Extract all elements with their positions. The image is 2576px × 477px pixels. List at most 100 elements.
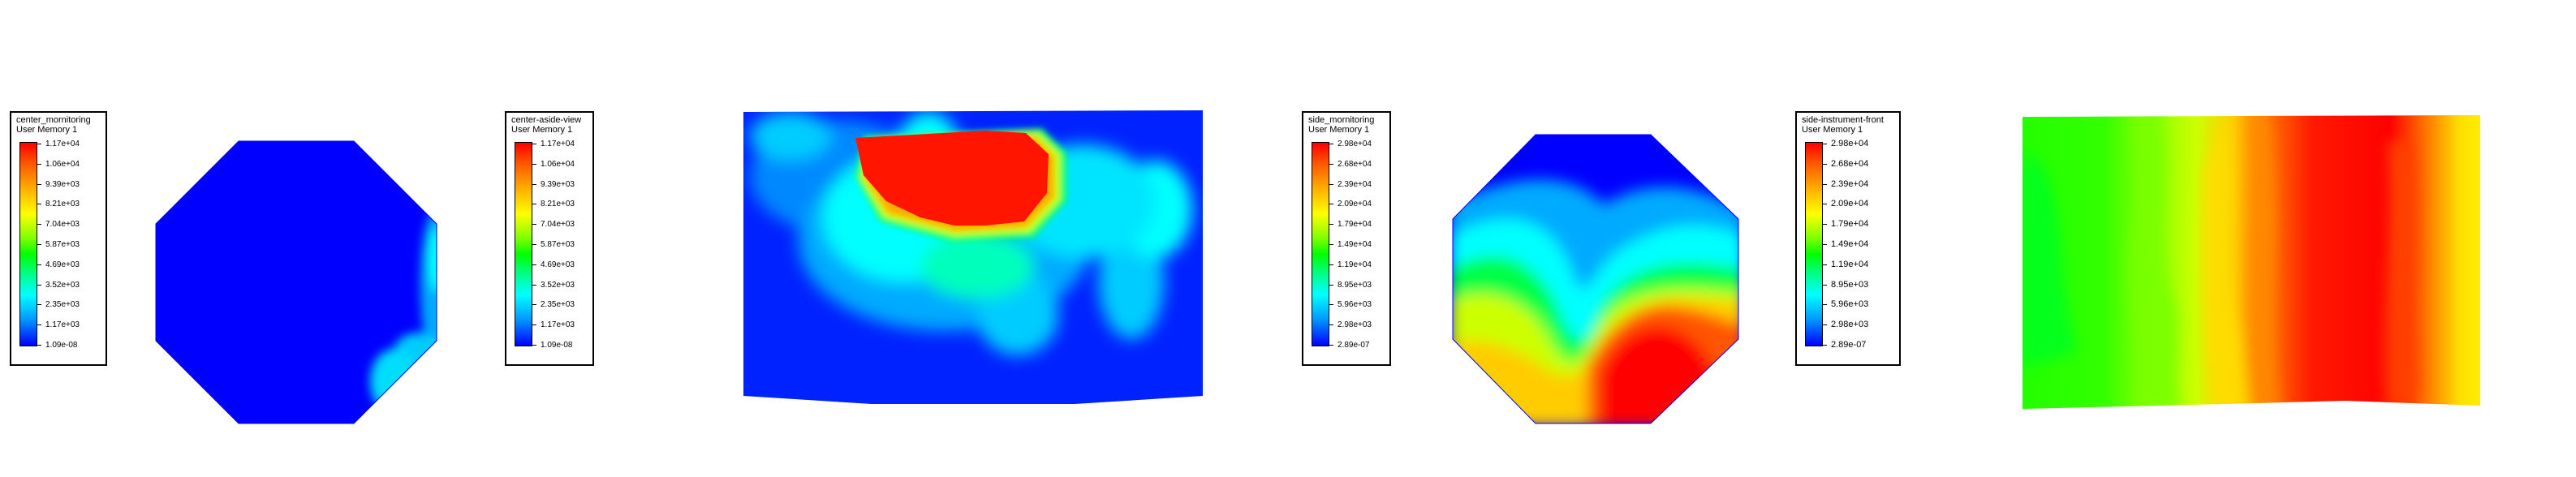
legend-label: 2.68e+04 <box>1831 158 1869 169</box>
colorbar-tick <box>532 304 536 306</box>
legend-label: 2.39e+04 <box>1338 179 1372 189</box>
legend-label: 1.79e+04 <box>1338 220 1372 230</box>
colorbar-tick <box>37 304 41 306</box>
colorbar-tick <box>532 224 536 226</box>
colorbar-tick <box>1329 163 1333 165</box>
colorbar-tick <box>1329 284 1333 286</box>
colorbar-tick <box>37 345 41 346</box>
colorbar-legend-side-mornitoring: side_mornitoring User Memory 1 2.98e+04 … <box>1302 111 1391 366</box>
colorbar-tick <box>532 183 536 185</box>
colorbar-legend-center-aside-view: center-aside-view User Memory 1 1.17e+04… <box>505 111 594 366</box>
legend-label: 1.09e-08 <box>541 341 573 350</box>
legend-label: 5.87e+03 <box>541 240 575 249</box>
legend-label: 1.06e+04 <box>541 159 575 169</box>
legend-label: 2.98e+03 <box>1338 320 1372 330</box>
colorbar-tick <box>37 183 41 185</box>
colorbar-tick <box>532 264 536 265</box>
legend-label: 8.21e+03 <box>45 200 80 209</box>
legend-label: 9.39e+03 <box>45 179 80 189</box>
colorbar-tick <box>532 345 536 346</box>
colorbar-tick <box>1823 163 1827 165</box>
legend-label: 4.69e+03 <box>45 260 80 269</box>
legend-label: 1.17e+03 <box>45 320 80 330</box>
legend-label: 1.49e+04 <box>1338 240 1372 249</box>
legend-label: 1.09e-08 <box>45 341 78 350</box>
legend-label: 7.04e+03 <box>45 220 80 230</box>
contour-plot-side-instrument-front <box>2022 115 2480 409</box>
colorbar-tick <box>532 284 536 286</box>
colorbar <box>19 142 37 346</box>
colorbar <box>1312 142 1329 346</box>
colorbar-tick <box>1329 345 1333 346</box>
colorbar <box>515 142 532 346</box>
colorbar-tick <box>1329 264 1333 265</box>
contour-plot-side-mornitoring <box>1452 134 1739 424</box>
colorbar-tick <box>1329 224 1333 226</box>
colorbar-tick <box>37 244 41 245</box>
legend-label: 1.19e+04 <box>1338 260 1372 269</box>
colorbar-tick <box>1823 324 1827 326</box>
legend-label: 2.89e-07 <box>1338 341 1370 350</box>
colorbar-tick <box>1329 244 1333 245</box>
colorbar-tick <box>1329 304 1333 306</box>
legend-label: 7.04e+03 <box>541 220 575 230</box>
legend-label: 5.96e+03 <box>1831 299 1869 310</box>
colorbar-tick <box>1823 304 1827 306</box>
legend-label: 4.69e+03 <box>541 260 575 269</box>
colorbar-tick <box>1823 244 1827 245</box>
legend-label: 2.98e+04 <box>1338 140 1372 148</box>
legend-label: 1.17e+03 <box>541 320 575 330</box>
legend-title: side-instrument-front <box>1802 115 1884 125</box>
colorbar-tick <box>1823 264 1827 265</box>
colorbar-tick <box>1823 284 1827 286</box>
colorbar-tick <box>37 163 41 165</box>
colorbar-tick <box>532 324 536 326</box>
legend-variable: User Memory 1 <box>1308 125 1370 135</box>
colorbar-tick <box>532 163 536 165</box>
colorbar-legend-center-mornitoring: center_mornitoring User Memory 1 1.17e+0… <box>10 111 107 366</box>
legend-variable: User Memory 1 <box>1802 125 1863 135</box>
legend-variable: User Memory 1 <box>511 125 573 135</box>
legend-label: 2.98e+04 <box>1831 139 1869 148</box>
legend-variable: User Memory 1 <box>16 125 78 135</box>
legend-label: 8.95e+03 <box>1831 279 1869 290</box>
legend-label: 2.09e+04 <box>1831 199 1869 209</box>
legend-label: 8.21e+03 <box>541 200 575 209</box>
legend-label: 2.35e+03 <box>541 300 575 310</box>
contour-plot-center-mornitoring <box>155 140 437 424</box>
colorbar-tick <box>532 244 536 245</box>
legend-label: 2.98e+03 <box>1831 320 1869 330</box>
colorbar <box>1805 142 1823 346</box>
legend-label: 3.52e+03 <box>541 280 575 290</box>
legend-label: 1.79e+04 <box>1831 219 1869 230</box>
legend-label: 9.39e+03 <box>541 179 575 189</box>
contour-plot-center-aside-view <box>743 110 1203 404</box>
legend-label: 5.87e+03 <box>45 240 80 249</box>
legend-title: center-aside-view <box>511 115 582 125</box>
colorbar-tick <box>1329 183 1333 185</box>
colorbar-tick <box>37 224 41 226</box>
legend-title: center_mornitoring <box>16 115 91 125</box>
colorbar-tick <box>1823 183 1827 185</box>
colorbar-tick <box>37 324 41 326</box>
legend-label: 1.49e+04 <box>1831 239 1869 249</box>
legend-label: 2.89e-07 <box>1831 340 1867 350</box>
legend-label: 1.06e+04 <box>45 159 80 169</box>
legend-label: 3.52e+03 <box>45 280 80 290</box>
colorbar-tick <box>1823 224 1827 226</box>
legend-label: 1.17e+04 <box>541 140 575 148</box>
legend-label: 1.19e+04 <box>1831 259 1869 269</box>
legend-label: 2.68e+04 <box>1338 159 1372 169</box>
legend-label: 2.39e+04 <box>1831 178 1869 189</box>
colorbar-tick <box>37 284 41 286</box>
colorbar-tick <box>1329 324 1333 326</box>
legend-label: 2.35e+03 <box>45 300 80 310</box>
legend-label: 1.17e+04 <box>45 140 80 148</box>
colorbar-legend-side-instrument-front: side-instrument-front User Memory 1 2.98… <box>1795 111 1901 366</box>
colorbar-tick <box>37 264 41 265</box>
colorbar-tick <box>1823 345 1827 346</box>
legend-label: 2.09e+04 <box>1338 200 1372 209</box>
legend-title: side_mornitoring <box>1308 115 1375 125</box>
legend-label: 8.95e+03 <box>1338 280 1372 290</box>
